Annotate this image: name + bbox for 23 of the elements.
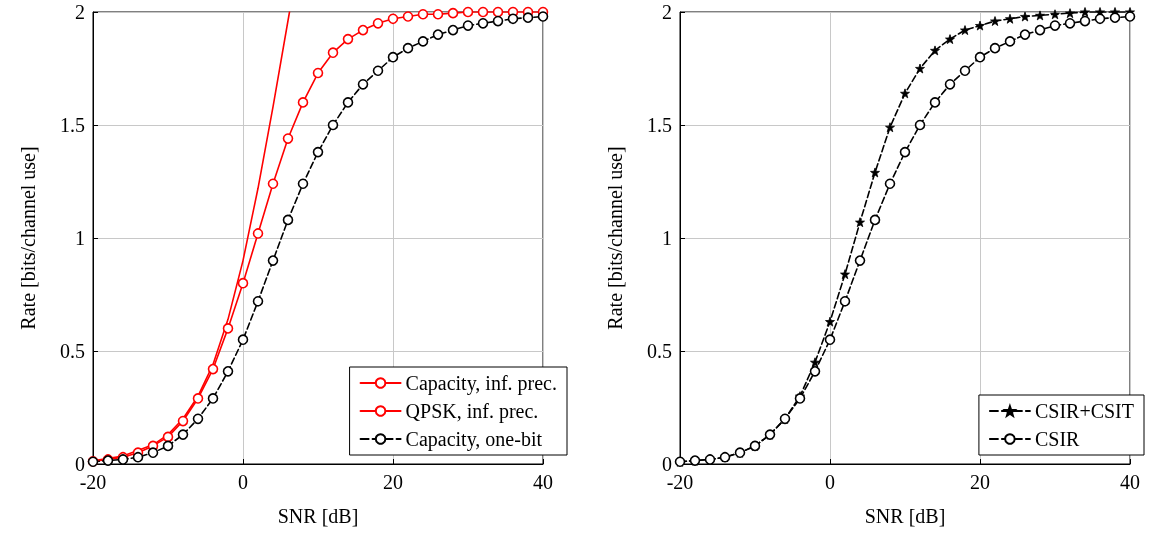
x-tick-label: 40 — [533, 471, 553, 493]
y-tick-label: 0.5 — [60, 340, 85, 362]
y-tick-label: 1 — [75, 227, 85, 249]
y-axis-title: Rate [bits/channel use] — [604, 146, 626, 330]
legend-label: Capacity, inf. prec. — [405, 372, 558, 395]
y-tick-label: 0.5 — [647, 340, 672, 362]
legend-label: QPSK, inf. prec. — [405, 400, 539, 423]
legend-label: CSIR — [1034, 428, 1081, 450]
y-tick-label: 1.5 — [647, 114, 672, 136]
x-axis-title: SNR [dB] — [277, 505, 359, 527]
x-tick-label: 0 — [825, 471, 835, 493]
y-tick-label: 2 — [75, 1, 85, 23]
y-axis-title: Rate [bits/channel use] — [17, 146, 39, 330]
y-tick-label: 1 — [662, 227, 672, 249]
x-axis-title: SNR [dB] — [864, 505, 946, 527]
x-tick-label: 0 — [238, 471, 248, 493]
legend-label: Capacity, one-bit — [405, 428, 543, 451]
y-tick-label: 2 — [662, 1, 672, 23]
x-tick-label: 40 — [1120, 471, 1140, 493]
y-tick-label: 1.5 — [60, 114, 85, 136]
legend-label: CSIR+CSIT — [1034, 400, 1135, 422]
x-tick-label: 20 — [970, 471, 990, 493]
x-tick-label: 20 — [383, 471, 403, 493]
